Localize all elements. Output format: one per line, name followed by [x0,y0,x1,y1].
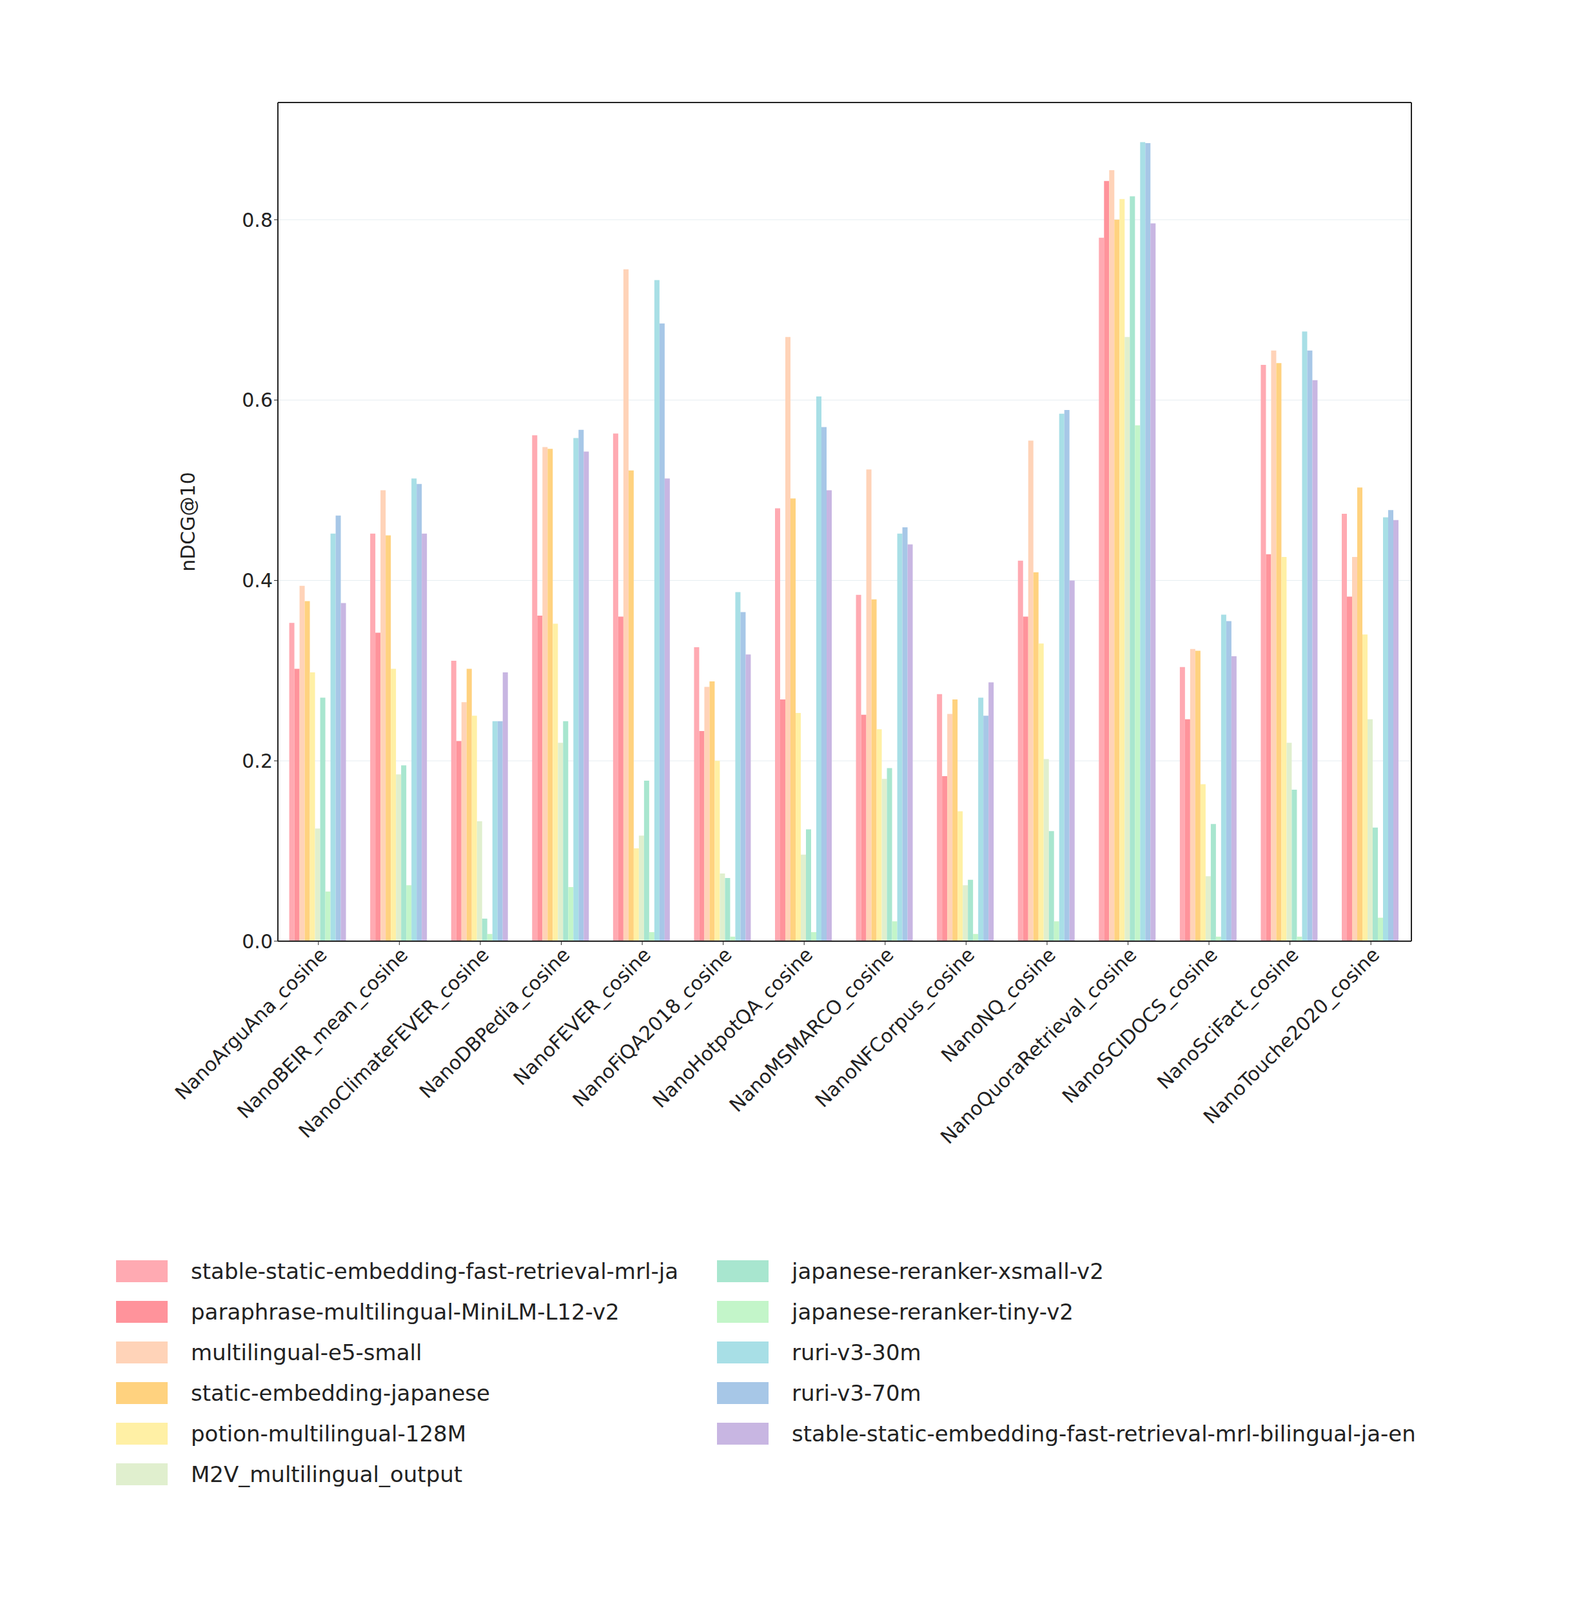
html-text:japanese-reranker-xsmall-v2: japanese-reranker-xsmall-v2 [791,1258,1104,1285]
svg-text:NanoNQ_cosine: NanoNQ_cosine [936,943,1060,1067]
html-text:potion-multilingual-128M: potion-multilingual-128M [190,1420,467,1447]
svg-text:NanoSciFact_cosine: NanoSciFact_cosine [1152,943,1304,1094]
html-text:multilingual-e5-small: multilingual-e5-small [190,1339,422,1366]
html-text:japanese-reranker-tiny-v2: japanese-reranker-tiny-v2 [791,1298,1074,1325]
svg-text:NanoHotpotQA_cosine: NanoHotpotQA_cosine [647,943,817,1113]
svg-text:NanoDBPedia_cosine: NanoDBPedia_cosine [414,943,574,1103]
html-text:static-embedding-japanese: static-embedding-japanese [190,1380,491,1406]
html-text:M2V_multilingual_output: M2V_multilingual_output [190,1461,463,1488]
svg-text:0.2: 0.2 [241,749,273,773]
svg-text:NanoNFCorpus_cosine: NanoNFCorpus_cosine [810,943,979,1112]
html-text:paraphrase-multilingual-MiniLM: paraphrase-multilingual-MiniLM-L12-v2 [190,1298,620,1325]
svg-text:0.8: 0.8 [241,208,273,232]
html-text:stable-static-embedding-fast-r: stable-static-embedding-fast-retrieval-m… [791,1420,1416,1447]
svg-text:nDCG@10: nDCG@10 [176,471,200,572]
svg-text:0.0: 0.0 [241,930,273,953]
svg-text:NanoSCIDOCS_cosine: NanoSCIDOCS_cosine [1058,943,1223,1108]
svg-text:NanoClimateFEVER_cosine: NanoClimateFEVER_cosine [294,943,494,1143]
svg-text:NanoTouche2020_cosine: NanoTouche2020_cosine [1199,943,1385,1129]
svg-text:NanoArguAna_cosine: NanoArguAna_cosine [170,943,331,1104]
svg-text:0.6: 0.6 [241,388,273,412]
svg-text:NanoFiQA2018_cosine: NanoFiQA2018_cosine [568,943,736,1111]
svg-text:NanoFEVER_cosine: NanoFEVER_cosine [508,943,656,1090]
svg-text:NanoQuoraRetrieval_cosine: NanoQuoraRetrieval_cosine [936,943,1141,1149]
html-text:stable-static-embedding-fast-r: stable-static-embedding-fast-retrieval-m… [190,1258,679,1285]
html-text:ruri-v3-30m: ruri-v3-30m [791,1339,922,1366]
svg-text:NanoBEIR_mean_cosine: NanoBEIR_mean_cosine [232,943,413,1123]
html-text:ruri-v3-70m: ruri-v3-70m [791,1380,922,1406]
svg-text:0.4: 0.4 [241,569,273,592]
svg-text:NanoMSMARCO_cosine: NanoMSMARCO_cosine [724,943,899,1117]
